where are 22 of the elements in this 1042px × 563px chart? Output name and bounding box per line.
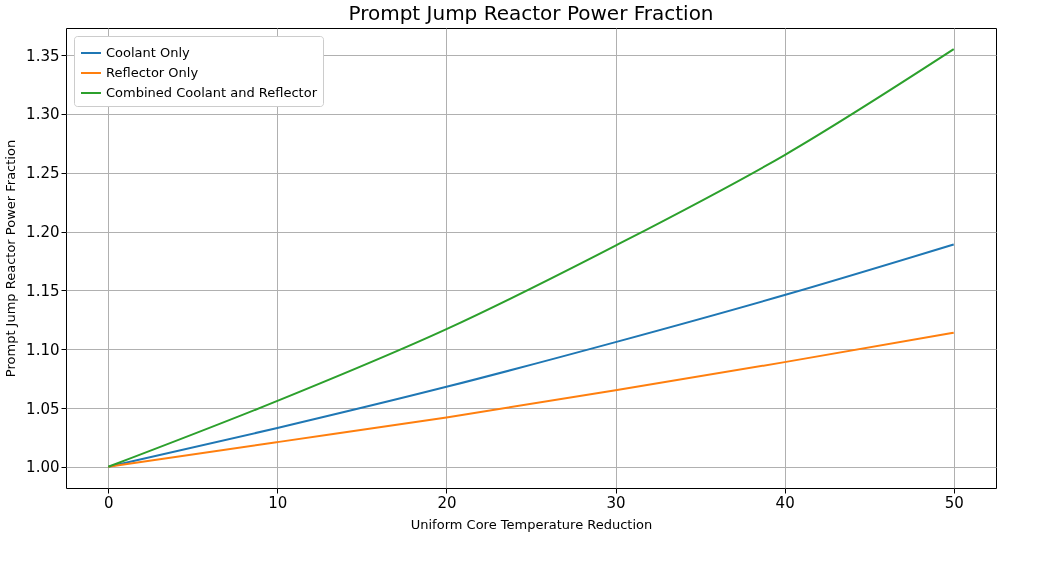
chart-title: Prompt Jump Reactor Power Fraction bbox=[348, 1, 714, 25]
x-tick-label: 0 bbox=[104, 493, 114, 512]
x-tick-label: 10 bbox=[268, 493, 288, 512]
y-tick-label: 1.05 bbox=[26, 399, 60, 418]
x-tick-label: 30 bbox=[606, 493, 626, 512]
y-tick-label: 1.25 bbox=[26, 164, 60, 183]
x-tick-label: 20 bbox=[437, 493, 457, 512]
legend-label: Combined Coolant and Reflector bbox=[106, 85, 318, 100]
line-series bbox=[107, 48, 955, 468]
x-tick-label: 40 bbox=[775, 493, 795, 512]
legend-label: Coolant Only bbox=[106, 45, 191, 60]
y-tick-label: 1.15 bbox=[26, 281, 60, 300]
y-axis-title: Prompt Jump Reactor Power Fraction bbox=[3, 139, 19, 378]
y-tick-label: 1.00 bbox=[26, 458, 60, 477]
x-axis-title: Uniform Core Temperature Reduction bbox=[410, 516, 653, 532]
y-tick-label: 1.10 bbox=[26, 340, 60, 359]
legend-label: Reflector Only bbox=[106, 65, 199, 80]
x-tick-label: 50 bbox=[944, 493, 964, 512]
y-tick-label: 1.30 bbox=[26, 105, 60, 124]
y-tick-label: 1.35 bbox=[26, 46, 60, 65]
y-tick-label: 1.20 bbox=[26, 223, 60, 242]
line-series bbox=[107, 331, 955, 468]
